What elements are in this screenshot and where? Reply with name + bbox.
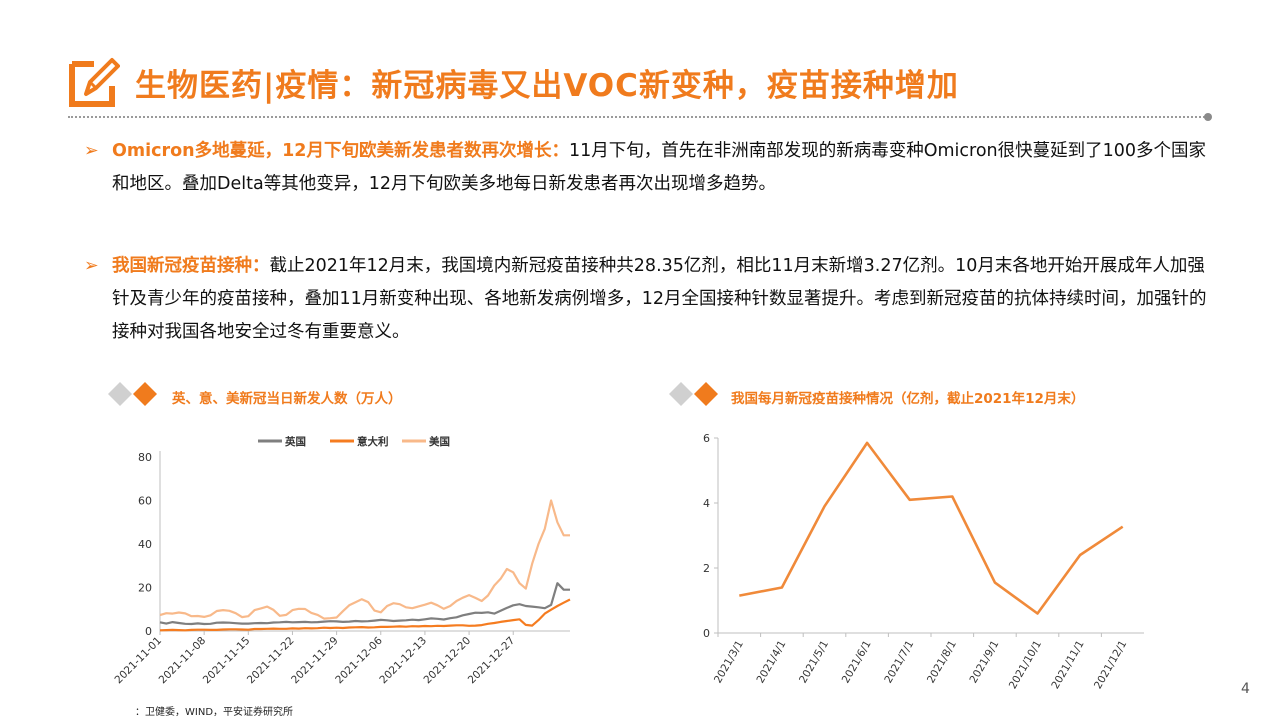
x-tick-label: 2021-12-27 bbox=[466, 635, 518, 687]
title-divider-dot bbox=[1204, 113, 1212, 121]
y-tick-label: 4 bbox=[703, 497, 710, 510]
x-tick-label: 2021/8/1 bbox=[925, 639, 959, 686]
right-chart-title: 我国每月新冠疫苗接种情况（亿剂，截止2021年12月末） bbox=[731, 391, 1085, 407]
x-tick-label: 2021/3/1 bbox=[712, 639, 746, 686]
title-divider bbox=[68, 116, 1208, 118]
pencil-note-icon bbox=[69, 58, 120, 107]
diamond-icon bbox=[108, 382, 157, 406]
page-number: 4 bbox=[1241, 681, 1250, 697]
legend-label: 意大利 bbox=[357, 435, 389, 448]
y-tick-label: 20 bbox=[138, 582, 152, 595]
bullet-lead: Omicron多地蔓延，12月下旬欧美新发患者数再次增长： bbox=[112, 141, 569, 161]
y-tick-label: 0 bbox=[703, 627, 710, 640]
x-tick-label: 2021/9/1 bbox=[968, 639, 1002, 686]
bullet-text: 截止2021年12月末，我国境内新冠疫苗接种共28.35亿剂，相比11月末新增3… bbox=[112, 256, 1207, 342]
page-title: 生物医药|疫情：新冠病毒又出VOC新变种，疫苗接种增加 bbox=[135, 68, 959, 104]
bullet-vaccine: ➢ 我国新冠疫苗接种：截止2021年12月末，我国境内新冠疫苗接种共28.35亿… bbox=[84, 250, 1209, 349]
x-tick-label: 2021/4/1 bbox=[755, 639, 789, 686]
bullet-arrow-icon: ➢ bbox=[84, 141, 99, 161]
bullet-omicron: ➢ Omicron多地蔓延，12月下旬欧美新发患者数再次增长：11月下旬，首先在… bbox=[84, 135, 1209, 201]
diamond-icon bbox=[669, 382, 718, 406]
series-line-2 bbox=[159, 499, 570, 620]
y-tick-label: 60 bbox=[138, 495, 152, 508]
series-line-0 bbox=[159, 582, 570, 626]
bullet-arrow-icon: ➢ bbox=[84, 256, 99, 276]
source-note: ：卫健委，WIND，平安证券研究所 bbox=[135, 707, 294, 718]
x-tick-label: 2021/10/1 bbox=[1007, 639, 1044, 692]
x-tick-label: 2021/12/1 bbox=[1092, 639, 1129, 692]
x-tick-label: 2021/11/1 bbox=[1049, 639, 1086, 692]
legend-label: 美国 bbox=[429, 435, 450, 448]
series-line-vaccine bbox=[739, 441, 1124, 615]
x-tick-label: 2021/7/1 bbox=[882, 639, 916, 686]
cases-line-chart: 0204060802021-11-012021-11-082021-11-152… bbox=[112, 435, 571, 687]
bullet-lead: 我国新冠疫苗接种： bbox=[112, 256, 270, 276]
legend-label: 英国 bbox=[284, 435, 306, 448]
x-tick-label: 2021/6/1 bbox=[840, 639, 874, 686]
y-tick-label: 2 bbox=[703, 562, 710, 575]
y-tick-label: 80 bbox=[138, 451, 152, 464]
bullet-text: 11月下旬，首先在非洲南部发现的新病毒变种Omicron很快蔓延到了100多个国… bbox=[112, 141, 1207, 194]
y-tick-label: 0 bbox=[145, 625, 152, 638]
y-tick-label: 6 bbox=[703, 432, 710, 445]
x-tick-label: 2021/5/1 bbox=[797, 639, 831, 686]
series-line-1 bbox=[159, 598, 571, 632]
y-tick-label: 40 bbox=[138, 538, 152, 551]
left-chart-title: 英、意、美新冠当日新发人数（万人） bbox=[172, 391, 402, 407]
